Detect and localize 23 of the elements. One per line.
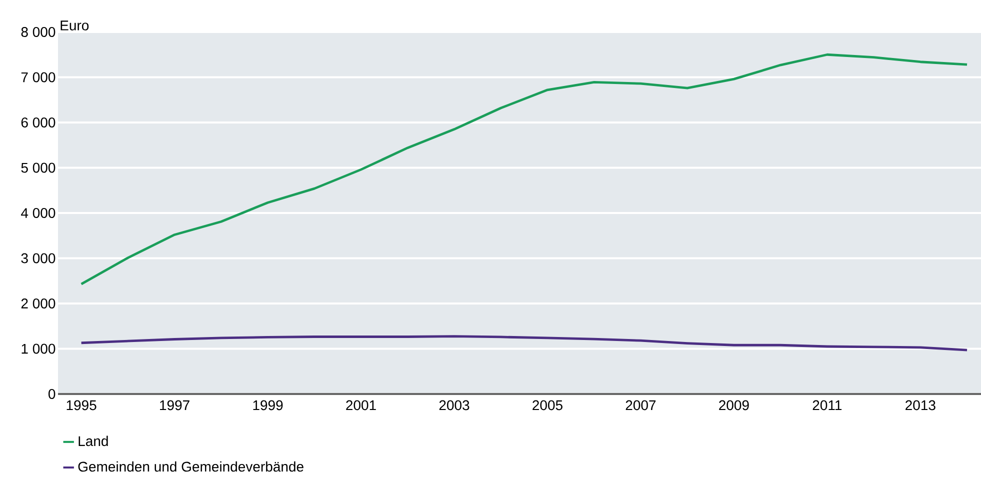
x-tick-label: 2001 <box>346 400 376 410</box>
x-tick-label: 2003 <box>439 400 470 410</box>
legend-label: Gemeinden und Gemeindeverbände <box>78 461 304 472</box>
y-tick-label: 7 000 <box>21 72 56 82</box>
x-tick-label: 2011 <box>812 400 842 410</box>
y-tick-label: 2 000 <box>21 298 56 308</box>
x-tick-label: 2005 <box>532 400 562 410</box>
y-tick-label: 5 000 <box>21 162 56 173</box>
y-tick-label: 4 000 <box>21 208 56 218</box>
x-tick-label: 2009 <box>719 400 749 410</box>
legend-label: Land <box>78 436 108 446</box>
x-tick-label: 2007 <box>626 400 656 410</box>
x-tick-label: 1995 <box>66 400 96 410</box>
x-tick-label: 1997 <box>160 400 190 410</box>
y-tick-label: 0 <box>48 389 56 399</box>
y-tick-label: 1 000 <box>22 344 56 354</box>
y-tick-label: 8 000 <box>21 27 56 37</box>
x-tick-label: 1999 <box>253 400 283 410</box>
y-tick-label: 3 000 <box>21 253 56 264</box>
x-tick-label: 2013 <box>906 400 936 410</box>
y-axis-title: Euro <box>60 20 89 30</box>
line-series <box>80 53 968 286</box>
y-tick-label: 6 000 <box>21 118 56 128</box>
